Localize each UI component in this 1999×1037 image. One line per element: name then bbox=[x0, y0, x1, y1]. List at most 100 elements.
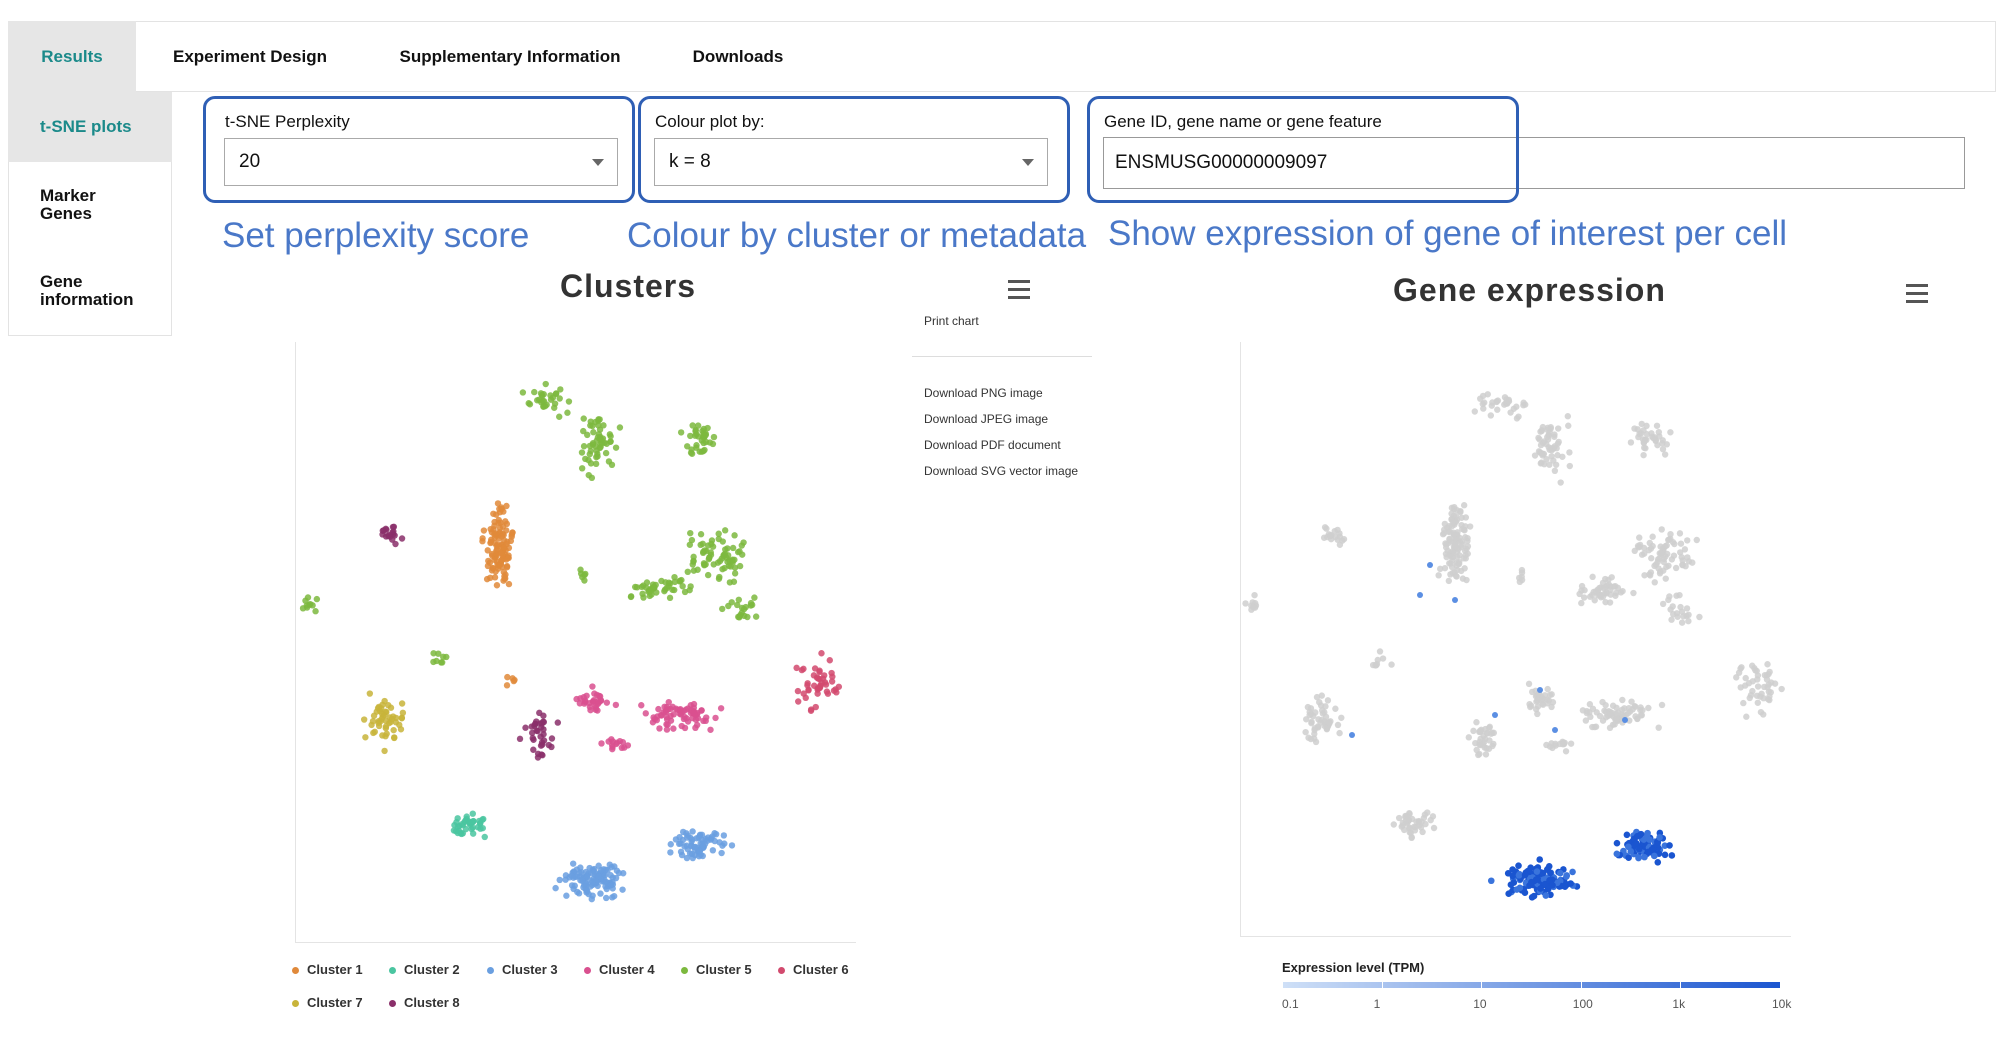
cell-point bbox=[1442, 544, 1450, 551]
cell-point bbox=[1766, 668, 1773, 676]
legend-item[interactable]: Cluster 3 bbox=[487, 962, 558, 977]
cell-point bbox=[642, 710, 649, 717]
expressing-cell-point bbox=[1544, 885, 1552, 893]
legend-item[interactable]: Cluster 8 bbox=[389, 995, 460, 1010]
cell-point bbox=[1539, 701, 1547, 708]
menu-item-svg[interactable]: Download SVG vector image bbox=[924, 464, 1079, 478]
cell-point bbox=[1589, 573, 1596, 581]
cell-point bbox=[1534, 710, 1541, 718]
cell-point bbox=[1677, 603, 1684, 611]
tab-experiment-design[interactable]: Experiment Design bbox=[173, 47, 327, 66]
clusters-plot-area bbox=[295, 342, 856, 943]
cell-point bbox=[653, 589, 660, 596]
cell-point bbox=[709, 440, 717, 448]
cell-point bbox=[795, 698, 802, 705]
cell-point bbox=[454, 829, 462, 837]
legend-item[interactable]: Cluster 2 bbox=[389, 962, 460, 977]
expressing-cell-point bbox=[1552, 727, 1558, 733]
cell-point bbox=[1340, 535, 1348, 543]
chart-menu-icon[interactable] bbox=[1008, 280, 1030, 304]
colorbar bbox=[1282, 982, 1780, 988]
cell-point bbox=[712, 714, 719, 722]
cell-point bbox=[1507, 409, 1514, 416]
legend-item[interactable]: Cluster 6 bbox=[778, 962, 849, 977]
cell-point bbox=[655, 705, 662, 713]
cell-point bbox=[1655, 724, 1662, 731]
cell-point bbox=[1476, 727, 1484, 734]
cell-point bbox=[679, 582, 686, 590]
cell-point bbox=[1659, 437, 1666, 444]
cell-point bbox=[548, 735, 556, 742]
gene-highlight bbox=[1087, 96, 1519, 203]
cell-point bbox=[612, 444, 620, 451]
cell-point bbox=[1735, 669, 1743, 676]
cell-point bbox=[491, 539, 498, 547]
cell-point bbox=[1312, 709, 1319, 716]
expressing-cell-point bbox=[1452, 597, 1458, 603]
chart-menu-icon[interactable] bbox=[1906, 284, 1928, 308]
sidebar-item-marker-genes[interactable]: Marker Genes bbox=[40, 186, 96, 223]
cell-point bbox=[1379, 655, 1387, 662]
tab-results[interactable]: Results bbox=[8, 21, 136, 92]
expressing-cell-point bbox=[1661, 842, 1669, 849]
sidebar-item-tsne-plots[interactable]: t-SNE plots bbox=[8, 92, 172, 162]
gene-search-input[interactable]: ENSMUSG00000009097 bbox=[1103, 137, 1965, 189]
cell-point bbox=[399, 709, 407, 717]
cell-point bbox=[828, 678, 836, 685]
cell-point bbox=[689, 828, 696, 835]
legend-item[interactable]: Cluster 5 bbox=[681, 962, 752, 977]
legend-item[interactable]: Cluster 1 bbox=[292, 962, 363, 977]
legend-item[interactable]: Cluster 7 bbox=[292, 995, 363, 1010]
cell-point bbox=[730, 578, 738, 585]
cell-point bbox=[1608, 574, 1615, 581]
cell-point bbox=[1590, 588, 1597, 596]
cell-point bbox=[1515, 413, 1522, 420]
cell-point bbox=[370, 729, 377, 737]
cell-point bbox=[540, 726, 547, 733]
cell-point bbox=[729, 544, 737, 552]
sidebar-item-gene-information[interactable]: Gene information bbox=[40, 272, 134, 309]
perplexity-select[interactable]: 20 bbox=[224, 138, 618, 186]
cell-point bbox=[1674, 613, 1681, 620]
expressing-cell-point bbox=[1646, 836, 1653, 843]
cell-point bbox=[1612, 589, 1620, 597]
colorbar-tick-mark bbox=[1381, 982, 1383, 988]
tab-downloads[interactable]: Downloads bbox=[692, 47, 784, 66]
chevron-down-icon[interactable] bbox=[1022, 159, 1034, 166]
cell-point bbox=[1513, 403, 1520, 410]
cell-point bbox=[1630, 589, 1637, 597]
colorbar-title: Expression level (TPM) bbox=[1282, 960, 1425, 975]
cell-point bbox=[1544, 685, 1551, 693]
cell-point bbox=[1316, 698, 1323, 706]
cell-point bbox=[1408, 834, 1415, 842]
cell-point bbox=[502, 518, 509, 525]
cell-point bbox=[1657, 549, 1665, 557]
expressing-cell-point bbox=[1417, 592, 1423, 598]
menu-item-jpeg[interactable]: Download JPEG image bbox=[924, 412, 1049, 426]
cell-point bbox=[1634, 542, 1642, 550]
menu-item-png[interactable]: Download PNG image bbox=[924, 386, 1043, 400]
cell-point bbox=[556, 876, 563, 884]
legend-item[interactable]: Cluster 4 bbox=[584, 962, 655, 977]
menu-item-print[interactable]: Print chart bbox=[924, 314, 979, 328]
cell-point bbox=[390, 523, 398, 531]
cell-point bbox=[711, 837, 718, 845]
cell-point bbox=[1559, 453, 1566, 460]
cell-point bbox=[1390, 821, 1397, 828]
chevron-down-icon[interactable] bbox=[592, 159, 604, 166]
cell-point bbox=[708, 540, 715, 548]
cell-point bbox=[731, 564, 739, 571]
cell-point bbox=[537, 742, 545, 749]
cell-point bbox=[1605, 581, 1613, 588]
cell-point bbox=[683, 854, 691, 862]
cell-point bbox=[1466, 523, 1474, 530]
cell-point bbox=[702, 717, 709, 725]
cell-point bbox=[1463, 576, 1470, 584]
cell-point bbox=[719, 565, 726, 573]
colour-select[interactable]: k = 8 bbox=[654, 138, 1048, 186]
tab-supplementary-information[interactable]: Supplementary Information bbox=[399, 47, 621, 66]
menu-item-pdf[interactable]: Download PDF document bbox=[924, 438, 1061, 452]
cell-point bbox=[1419, 828, 1426, 836]
cell-point bbox=[1470, 727, 1477, 735]
cell-point bbox=[1659, 600, 1667, 608]
